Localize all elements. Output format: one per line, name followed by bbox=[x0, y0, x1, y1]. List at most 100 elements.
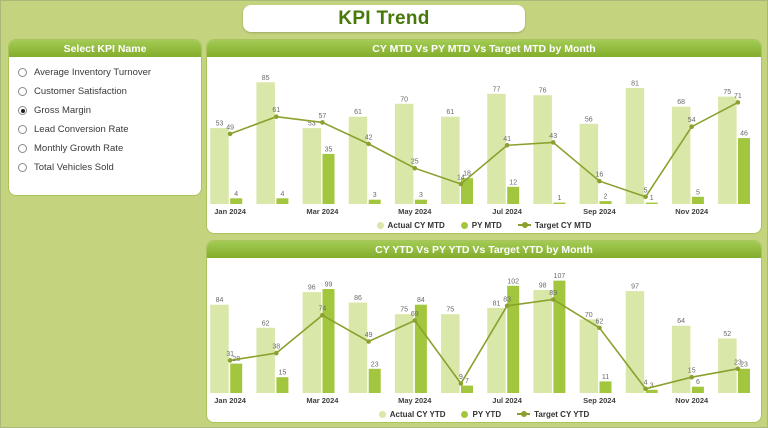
bar-actual-cy-mtd[interactable] bbox=[348, 116, 368, 204]
bar-py-mtd[interactable] bbox=[738, 138, 750, 204]
bar-py-mtd[interactable] bbox=[691, 196, 704, 204]
bar-actual-cy-mtd[interactable] bbox=[487, 93, 506, 204]
line-marker[interactable] bbox=[274, 114, 279, 119]
line-marker[interactable] bbox=[735, 366, 741, 372]
line-marker[interactable] bbox=[227, 358, 233, 363]
target-line[interactable] bbox=[229, 101, 739, 198]
legend-item-py-mtd[interactable]: PY MTD bbox=[460, 221, 502, 230]
legend-item-target-cy-ytd[interactable]: Target CY YTD bbox=[517, 410, 589, 419]
bar-actual-cy-ytd[interactable] bbox=[302, 292, 322, 393]
bar-actual-cy-ytd[interactable] bbox=[394, 314, 414, 393]
bar-py-mtd[interactable] bbox=[599, 201, 612, 204]
bar-actual-cy-ytd[interactable] bbox=[718, 338, 737, 393]
bar-py-mtd[interactable] bbox=[276, 198, 289, 204]
bar-actual-cy-ytd[interactable] bbox=[533, 290, 552, 393]
line-marker[interactable] bbox=[550, 297, 556, 302]
bar-py-ytd[interactable] bbox=[553, 280, 566, 393]
bar-actual-cy-mtd[interactable] bbox=[394, 103, 414, 204]
kpi-option-gross-margin[interactable]: Gross Margin bbox=[18, 101, 192, 120]
line-marker[interactable] bbox=[689, 124, 694, 129]
legend-item-py-ytd[interactable]: PY YTD bbox=[461, 410, 501, 419]
bar-py-ytd[interactable] bbox=[645, 389, 658, 393]
bar-actual-cy-mtd[interactable] bbox=[441, 116, 460, 204]
kpi-option-customer-satisfaction[interactable]: Customer Satisfaction bbox=[18, 82, 192, 101]
bar-py-mtd[interactable] bbox=[368, 199, 381, 204]
bar-actual-cy-ytd[interactable] bbox=[441, 314, 460, 393]
bar-value-label: 77 bbox=[493, 86, 501, 93]
legend-item-actual-cy-ytd[interactable]: Actual CY YTD bbox=[378, 410, 445, 419]
bar-py-ytd[interactable] bbox=[322, 289, 335, 393]
bar-actual-cy-ytd[interactable] bbox=[579, 319, 599, 393]
bar-py-mtd[interactable] bbox=[645, 202, 658, 204]
kpi-option-lead-conversion-rate[interactable]: Lead Conversion Rate bbox=[18, 120, 192, 139]
bar-py-ytd[interactable] bbox=[230, 363, 243, 393]
line-marker[interactable] bbox=[320, 312, 325, 318]
kpi-option-total-vehicles-sold[interactable]: Total Vehicles Sold bbox=[18, 158, 192, 177]
bar-py-mtd[interactable] bbox=[414, 199, 427, 204]
radio-icon[interactable] bbox=[18, 68, 27, 77]
radio-selected-icon[interactable] bbox=[18, 106, 27, 115]
bar-actual-cy-mtd[interactable] bbox=[256, 82, 275, 204]
bar-actual-cy-ytd[interactable] bbox=[487, 307, 506, 393]
kpi-option-average-inventory-turnover[interactable]: Average Inventory Turnover bbox=[18, 63, 192, 82]
bar-actual-cy-mtd[interactable] bbox=[718, 96, 737, 204]
bar-actual-cy-mtd[interactable] bbox=[671, 106, 691, 204]
line-marker[interactable] bbox=[504, 143, 510, 148]
bar-py-mtd[interactable] bbox=[507, 186, 520, 204]
bar-py-ytd[interactable] bbox=[507, 285, 520, 393]
line-marker[interactable] bbox=[458, 181, 464, 187]
bar-py-mtd[interactable] bbox=[461, 178, 473, 204]
bar-actual-cy-mtd[interactable] bbox=[533, 95, 552, 204]
line-marker[interactable] bbox=[227, 131, 233, 137]
bar-value-label: 85 bbox=[262, 75, 270, 82]
line-marker[interactable] bbox=[320, 120, 325, 125]
bar-actual-cy-mtd[interactable] bbox=[579, 123, 599, 204]
chart-canvas[interactable]: 53 4 Jan 2024 85 4 53 35 Mar 2024 61 3 70 3 May 2024… bbox=[207, 57, 761, 217]
bar-actual-cy-mtd[interactable] bbox=[210, 128, 229, 204]
line-marker[interactable] bbox=[643, 194, 648, 200]
line-marker[interactable] bbox=[412, 318, 418, 323]
legend-item-target-cy-mtd[interactable]: Target CY MTD bbox=[517, 221, 591, 230]
bar-py-mtd[interactable] bbox=[230, 198, 243, 204]
mtd-chart-plot[interactable]: 53 4 Jan 2024 85 4 53 35 Mar 2024 61 3 70 3 May 2024… bbox=[207, 57, 761, 217]
bar-actual-cy-ytd[interactable] bbox=[625, 291, 645, 393]
bar-actual-cy-ytd[interactable] bbox=[256, 327, 275, 393]
legend-item-actual-cy-mtd[interactable]: Actual CY MTD bbox=[376, 221, 445, 230]
line-marker[interactable] bbox=[689, 374, 694, 380]
line-marker[interactable] bbox=[366, 141, 371, 147]
bar-py-ytd[interactable] bbox=[368, 368, 381, 393]
bar-py-ytd[interactable] bbox=[599, 381, 612, 393]
radio-icon[interactable] bbox=[18, 163, 27, 172]
kpi-option-label: Lead Conversion Rate bbox=[34, 124, 129, 135]
bar-py-ytd[interactable] bbox=[691, 386, 704, 393]
ytd-chart-plot[interactable]: 84 28 Jan 2024 62 15 96 99 Mar 2024 86 23 75 84 May … bbox=[207, 258, 761, 406]
line-marker[interactable] bbox=[366, 339, 371, 344]
bar-actual-cy-ytd[interactable] bbox=[348, 302, 368, 393]
line-marker[interactable] bbox=[597, 178, 602, 184]
line-marker[interactable] bbox=[412, 165, 418, 171]
line-marker[interactable] bbox=[550, 140, 556, 145]
bar-actual-cy-ytd[interactable] bbox=[210, 304, 229, 393]
bar-py-ytd[interactable] bbox=[461, 385, 473, 393]
line-marker[interactable] bbox=[274, 350, 279, 356]
kpi-option-monthly-growth-rate[interactable]: Monthly Growth Rate bbox=[18, 139, 192, 158]
line-marker[interactable] bbox=[735, 100, 741, 105]
bar-py-ytd[interactable] bbox=[276, 377, 289, 393]
radio-icon[interactable] bbox=[18, 144, 27, 153]
bar-py-ytd[interactable] bbox=[738, 368, 750, 393]
legend-dot-icon bbox=[460, 221, 468, 229]
line-marker[interactable] bbox=[458, 381, 464, 386]
radio-icon[interactable] bbox=[18, 125, 27, 134]
bar-actual-cy-ytd[interactable] bbox=[671, 325, 691, 393]
line-marker[interactable] bbox=[643, 386, 648, 392]
bar-py-mtd[interactable] bbox=[322, 153, 335, 204]
target-line[interactable] bbox=[229, 298, 739, 390]
radio-icon[interactable] bbox=[18, 87, 27, 96]
bar-py-mtd[interactable] bbox=[553, 202, 566, 204]
bar-actual-cy-mtd[interactable] bbox=[302, 128, 322, 204]
line-marker[interactable] bbox=[504, 303, 510, 309]
bar-py-ytd[interactable] bbox=[414, 304, 427, 393]
line-marker[interactable] bbox=[597, 325, 602, 331]
bar-actual-cy-mtd[interactable] bbox=[625, 88, 645, 204]
